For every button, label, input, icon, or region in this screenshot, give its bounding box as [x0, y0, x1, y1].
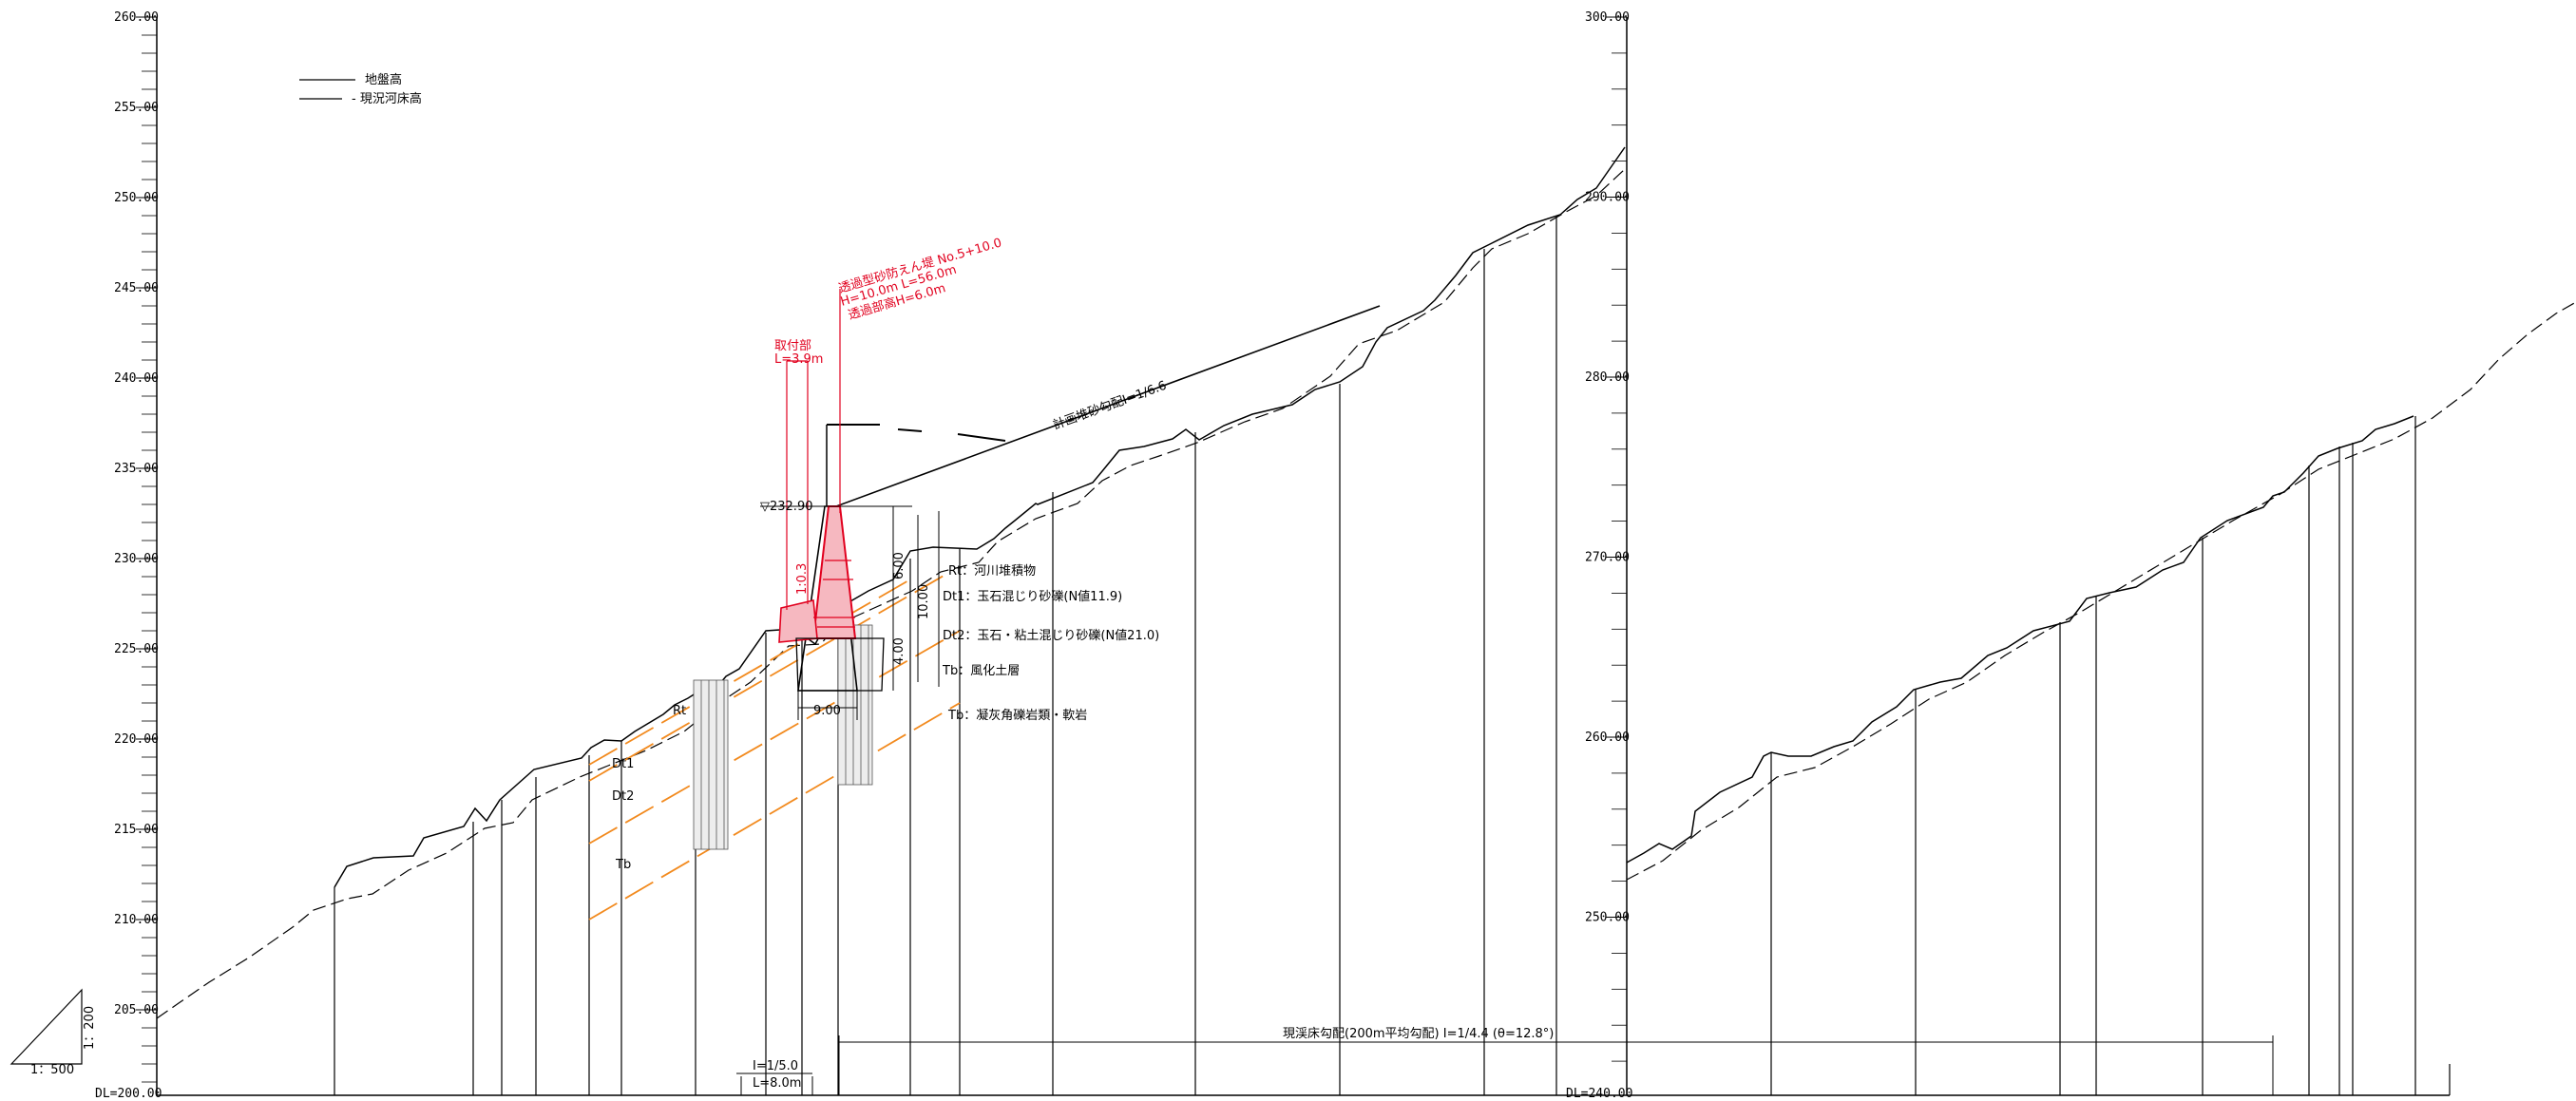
axis-tick-label: 220.00 — [114, 732, 159, 747]
right-elevation-axis: 300.00 290.00 280.00 270.00 260.00 250.00 DL=… — [1566, 10, 1632, 1101]
dim-height-open: 6.00 — [892, 552, 906, 579]
geology-boundaries — [588, 571, 961, 921]
wing-length-label: L=3.9m — [774, 352, 823, 367]
axis-tick-label: 270.00 — [1585, 551, 1630, 565]
crest-level-label: ▽232.90 — [760, 500, 813, 514]
ground-profile-right — [1626, 301, 2576, 881]
dim-height-total: 10.00 — [917, 584, 931, 619]
axis-tick-label: 250.00 — [1585, 911, 1630, 925]
geology-legend: Rt：河川堆積物 Dt1：玉石混じり砂礫(N値11.9) Dt2：玉石・粘土混じ… — [942, 564, 1159, 723]
axis-tick-label: 235.00 — [114, 462, 159, 476]
svg-text:Rt：河川堆積物: Rt：河川堆積物 — [948, 564, 1036, 579]
section-label-rt: Rt — [673, 704, 686, 718]
geology-code-3: Tb — [942, 664, 958, 678]
axis-tick-label: 260.00 — [114, 10, 159, 25]
geology-desc-1: ：玉石混じり砂礫(N値11.9) — [964, 589, 1122, 604]
apron-length-label: L=8.0m — [753, 1076, 801, 1091]
axis-tick-label: 280.00 — [1585, 370, 1630, 385]
scale-triangle: 1：200 1：500 — [10, 988, 97, 1077]
current-slope-dimension — [838, 1035, 2274, 1095]
scale-vertical-label: 1：200 — [83, 1006, 97, 1050]
apron-slope-label: I=1/5.0 — [753, 1059, 798, 1073]
axis-tick-label: 215.00 — [114, 823, 159, 837]
planned-slope-label: 計画堆砂勾配I=1/6.6 — [1051, 378, 1169, 433]
section-label-dt2: Dt2 — [612, 789, 634, 804]
axis-tick-label: 245.00 — [114, 281, 159, 295]
axis-tick-label: 205.00 — [114, 1003, 159, 1017]
left-datum-label: DL=200.00 — [95, 1087, 162, 1101]
svg-text:Tb：風化土層: Tb：風化土層 — [942, 664, 1020, 678]
geology-code-2: Dt2 — [943, 629, 964, 643]
borehole-left — [693, 679, 729, 850]
axis-tick-label: 230.00 — [114, 552, 159, 566]
right-axis-labels: 300.00 290.00 280.00 270.00 260.00 250.00 — [1585, 10, 1630, 925]
left-axis-minor-ticks — [136, 16, 157, 1083]
legend-riverbed-label: - 現況河床高 — [352, 91, 422, 106]
axis-tick-label: 255.00 — [114, 101, 159, 115]
axis-tick-label: 300.00 — [1585, 10, 1630, 25]
ground-profile-left — [156, 146, 1626, 1019]
svg-text:Dt2：玉石・粘土混じり砂礫(N値21.0): Dt2：玉石・粘土混じり砂礫(N値21.0) — [943, 628, 1159, 643]
svg-text:Tb：凝灰角礫岩類・軟岩: Tb：凝灰角礫岩類・軟岩 — [947, 708, 1087, 723]
dam-title-block: 透過型砂防えん堤 No.5+10.0 H=10.0m L=56.0m 透過部高H… — [837, 235, 1003, 322]
right-datum-label: DL=240.00 — [1566, 1087, 1632, 1101]
station-lines — [334, 217, 2451, 1095]
slope-ratio: 1:0.3 — [795, 563, 810, 595]
scale-horizontal-label: 1：500 — [30, 1063, 74, 1077]
axis-tick-label: 290.00 — [1585, 191, 1630, 205]
section-label-dt1: Dt1 — [612, 757, 634, 771]
geology-code-0: Rt — [948, 564, 962, 579]
geology-desc-2: ：玉石・粘土混じり砂礫(N値21.0) — [964, 628, 1159, 643]
current-slope-label: 現渓床勾配(200m平均勾配) I=1/4.4 (θ=12.8°) — [1283, 1027, 1554, 1041]
axis-tick-label: 250.00 — [114, 191, 159, 205]
geology-desc-3: ：風化土層 — [958, 664, 1020, 678]
left-axis-labels: 260.00 255.00 250.00 245.00 240.00 235.00 230.… — [114, 10, 159, 1017]
left-elevation-axis: 260.00 255.00 250.00 245.00 240.00 235.00 230.… — [95, 10, 162, 1101]
wing-title-label: 取付部 — [774, 339, 811, 353]
axis-tick-label: 225.00 — [114, 642, 159, 656]
svg-text:Dt1：玉石混じり砂礫(N値11.9): Dt1：玉石混じり砂礫(N値11.9) — [943, 589, 1122, 604]
axis-tick-label: 260.00 — [1585, 731, 1630, 745]
legend: 地盤高 - 現況河床高 — [299, 72, 422, 106]
right-axis-minor-ticks — [1606, 16, 1627, 1062]
axis-tick-label: 210.00 — [114, 913, 159, 927]
legend-ground-label: 地盤高 — [365, 72, 402, 87]
section-label-tb: Tb — [615, 858, 631, 872]
dam-structure — [736, 289, 1381, 1095]
axis-tick-label: 240.00 — [114, 371, 159, 386]
dim-height-base: 4.00 — [892, 637, 906, 665]
borehole-right — [837, 624, 873, 786]
geology-code-4: Tb — [947, 709, 964, 723]
geology-code-1: Dt1 — [943, 590, 964, 604]
geology-desc-4: ：凝灰角礫岩類・軟岩 — [964, 708, 1087, 723]
dim-width: 9.00 — [813, 704, 841, 718]
geology-desc-0: ：河川堆積物 — [962, 564, 1036, 579]
